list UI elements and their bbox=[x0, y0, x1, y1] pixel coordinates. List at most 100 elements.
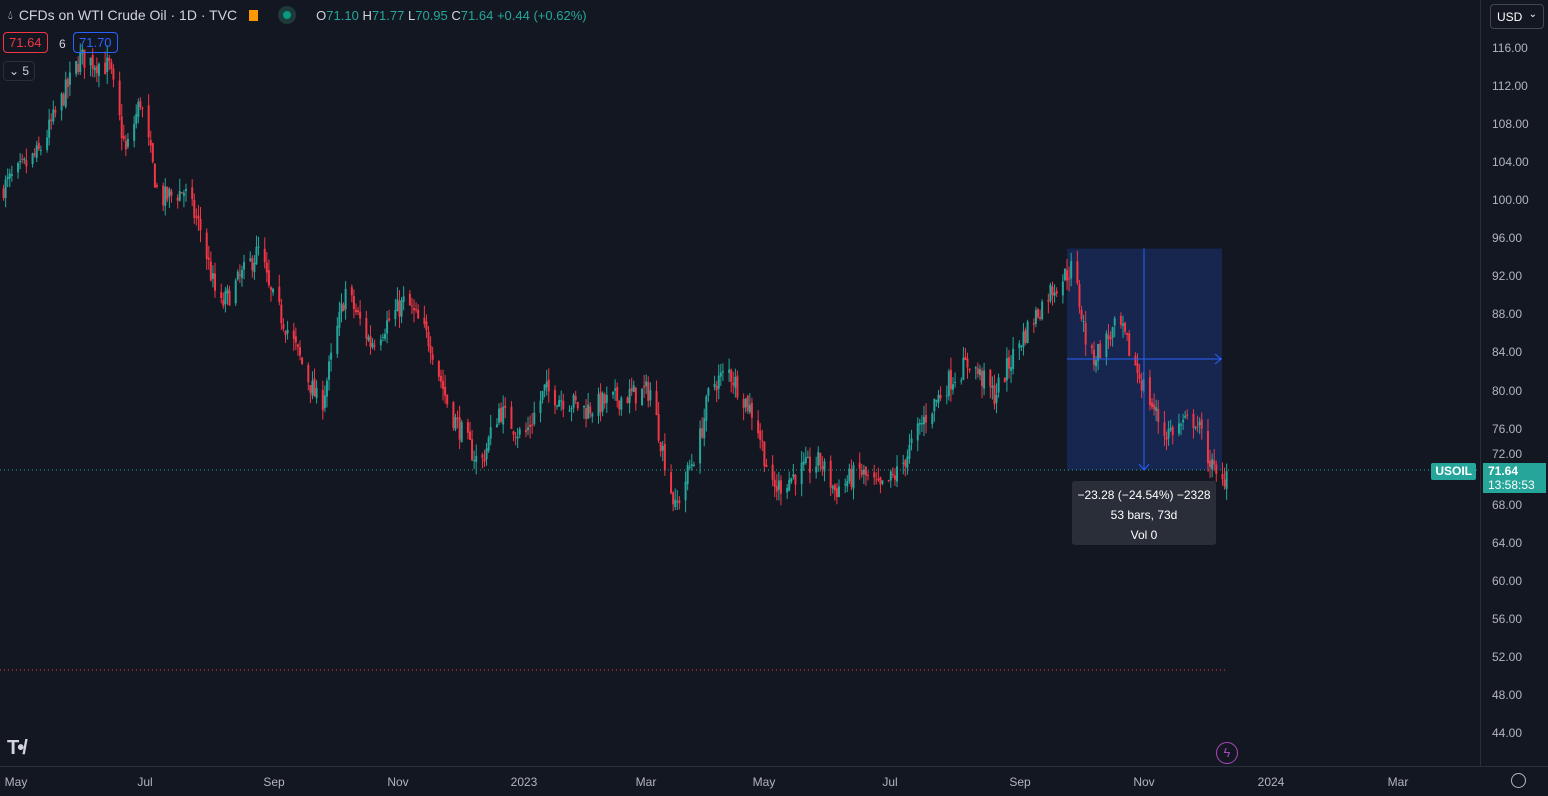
candle-body bbox=[413, 308, 416, 311]
time-axis[interactable]: May Jul Sep Nov 2023 Mar May Jul Sep Nov 2024 Mar bbox=[0, 766, 1548, 796]
price-tick: 56.00 bbox=[1492, 611, 1523, 626]
candle-body bbox=[75, 61, 78, 74]
candle-body bbox=[255, 246, 258, 265]
candle-body bbox=[251, 257, 254, 271]
indicators-collapse-button[interactable]: ⌄ 5 bbox=[3, 61, 36, 81]
candle-body bbox=[661, 446, 664, 451]
candle-body bbox=[1095, 360, 1098, 367]
lightning-icon[interactable]: ϟ bbox=[1216, 742, 1238, 764]
candle-body bbox=[560, 400, 563, 402]
candle-body bbox=[444, 386, 447, 396]
tradingview-logo[interactable]: T•/ bbox=[7, 737, 28, 759]
candle-body bbox=[976, 368, 979, 375]
candle-body bbox=[431, 354, 434, 360]
candle-body bbox=[415, 309, 418, 311]
candle-body bbox=[1007, 357, 1010, 369]
candle-body bbox=[1213, 460, 1216, 465]
candle-body bbox=[920, 423, 923, 425]
candle-body bbox=[732, 382, 735, 386]
candle-body bbox=[1061, 281, 1064, 296]
candle-body bbox=[599, 391, 602, 413]
candle-body bbox=[112, 68, 115, 80]
candle-body bbox=[904, 460, 907, 467]
candle-body bbox=[184, 189, 187, 192]
time-tick: Nov bbox=[1133, 775, 1155, 789]
candle-body bbox=[60, 93, 63, 111]
settings-gear-icon[interactable] bbox=[1511, 773, 1526, 788]
flag-icon[interactable] bbox=[249, 9, 259, 21]
candle-body bbox=[429, 345, 432, 354]
candle-body bbox=[398, 300, 401, 317]
price-tick: 64.00 bbox=[1492, 535, 1523, 550]
candle-body bbox=[126, 138, 129, 147]
candle-body bbox=[371, 342, 374, 348]
chart-plot-area[interactable] bbox=[0, 0, 1480, 766]
candle-body bbox=[199, 218, 202, 231]
candle-body bbox=[1198, 421, 1201, 426]
candle-body bbox=[531, 424, 534, 426]
candle-body bbox=[792, 474, 795, 478]
candle-body bbox=[647, 382, 650, 401]
candle-body bbox=[935, 400, 938, 402]
candle-body bbox=[860, 470, 863, 476]
candle-body bbox=[1128, 333, 1131, 356]
candle-body bbox=[1039, 316, 1042, 319]
candle-body bbox=[193, 199, 196, 218]
candle-body bbox=[721, 371, 724, 373]
chevron-down-icon: ⌄ bbox=[9, 64, 20, 78]
candle-body bbox=[269, 287, 272, 290]
price-axis[interactable]: 116.00 112.00 108.00 104.00 100.00 96.00 92.00… bbox=[1480, 0, 1548, 766]
candle-body bbox=[603, 394, 606, 404]
candle-body bbox=[282, 324, 285, 329]
candlestick-chart[interactable] bbox=[0, 0, 1480, 766]
candle-body bbox=[576, 401, 579, 409]
price-tick: 104.00 bbox=[1492, 155, 1529, 170]
candle-body bbox=[806, 456, 809, 458]
candle-body bbox=[1066, 270, 1069, 281]
symbol-title[interactable]: CFDs on WTI Crude Oil · 1D · TVC bbox=[18, 7, 238, 23]
candle-body bbox=[641, 388, 644, 406]
candle-body bbox=[1124, 322, 1127, 333]
candle-body bbox=[243, 262, 246, 270]
candle-body bbox=[908, 444, 911, 459]
candle-body bbox=[591, 413, 594, 417]
candle-body bbox=[614, 388, 617, 391]
candle-body bbox=[949, 369, 952, 390]
candle-body bbox=[1155, 407, 1158, 411]
candle-body bbox=[48, 119, 51, 138]
market-status-icon[interactable] bbox=[278, 6, 297, 24]
candle-body bbox=[757, 420, 760, 434]
candle-body bbox=[299, 347, 302, 356]
candle-body bbox=[1105, 333, 1108, 357]
candle-body bbox=[748, 404, 751, 413]
candle-body bbox=[626, 397, 629, 404]
candle-body bbox=[489, 427, 492, 439]
candle-body bbox=[933, 398, 936, 412]
buy-button[interactable]: 71.70 bbox=[73, 32, 118, 53]
candle-body bbox=[759, 430, 762, 440]
candle-body bbox=[4, 179, 7, 198]
candle-body bbox=[931, 413, 934, 425]
candle-body bbox=[1080, 309, 1083, 320]
candle-body bbox=[829, 460, 832, 488]
candle-body bbox=[388, 318, 391, 321]
candle-body bbox=[1068, 278, 1071, 280]
candle-body bbox=[686, 465, 689, 485]
candle-body bbox=[981, 370, 984, 387]
candle-body bbox=[717, 375, 720, 389]
currency-select[interactable]: USD ⌄ bbox=[1490, 4, 1544, 29]
time-tick: Jul bbox=[882, 775, 898, 789]
spread-value: 6 bbox=[59, 37, 66, 51]
candle-body bbox=[823, 461, 826, 472]
candle-body bbox=[1109, 337, 1112, 340]
sell-button[interactable]: 71.64 bbox=[3, 32, 48, 53]
candle-body bbox=[323, 395, 326, 409]
price-tick: 108.00 bbox=[1492, 117, 1529, 132]
candle-body bbox=[964, 356, 967, 361]
candle-body bbox=[821, 465, 824, 470]
candle-body bbox=[844, 483, 847, 485]
candle-body bbox=[1022, 331, 1025, 347]
candle-body bbox=[1169, 427, 1172, 430]
candle-body bbox=[1051, 286, 1054, 296]
candle-body bbox=[66, 78, 69, 88]
